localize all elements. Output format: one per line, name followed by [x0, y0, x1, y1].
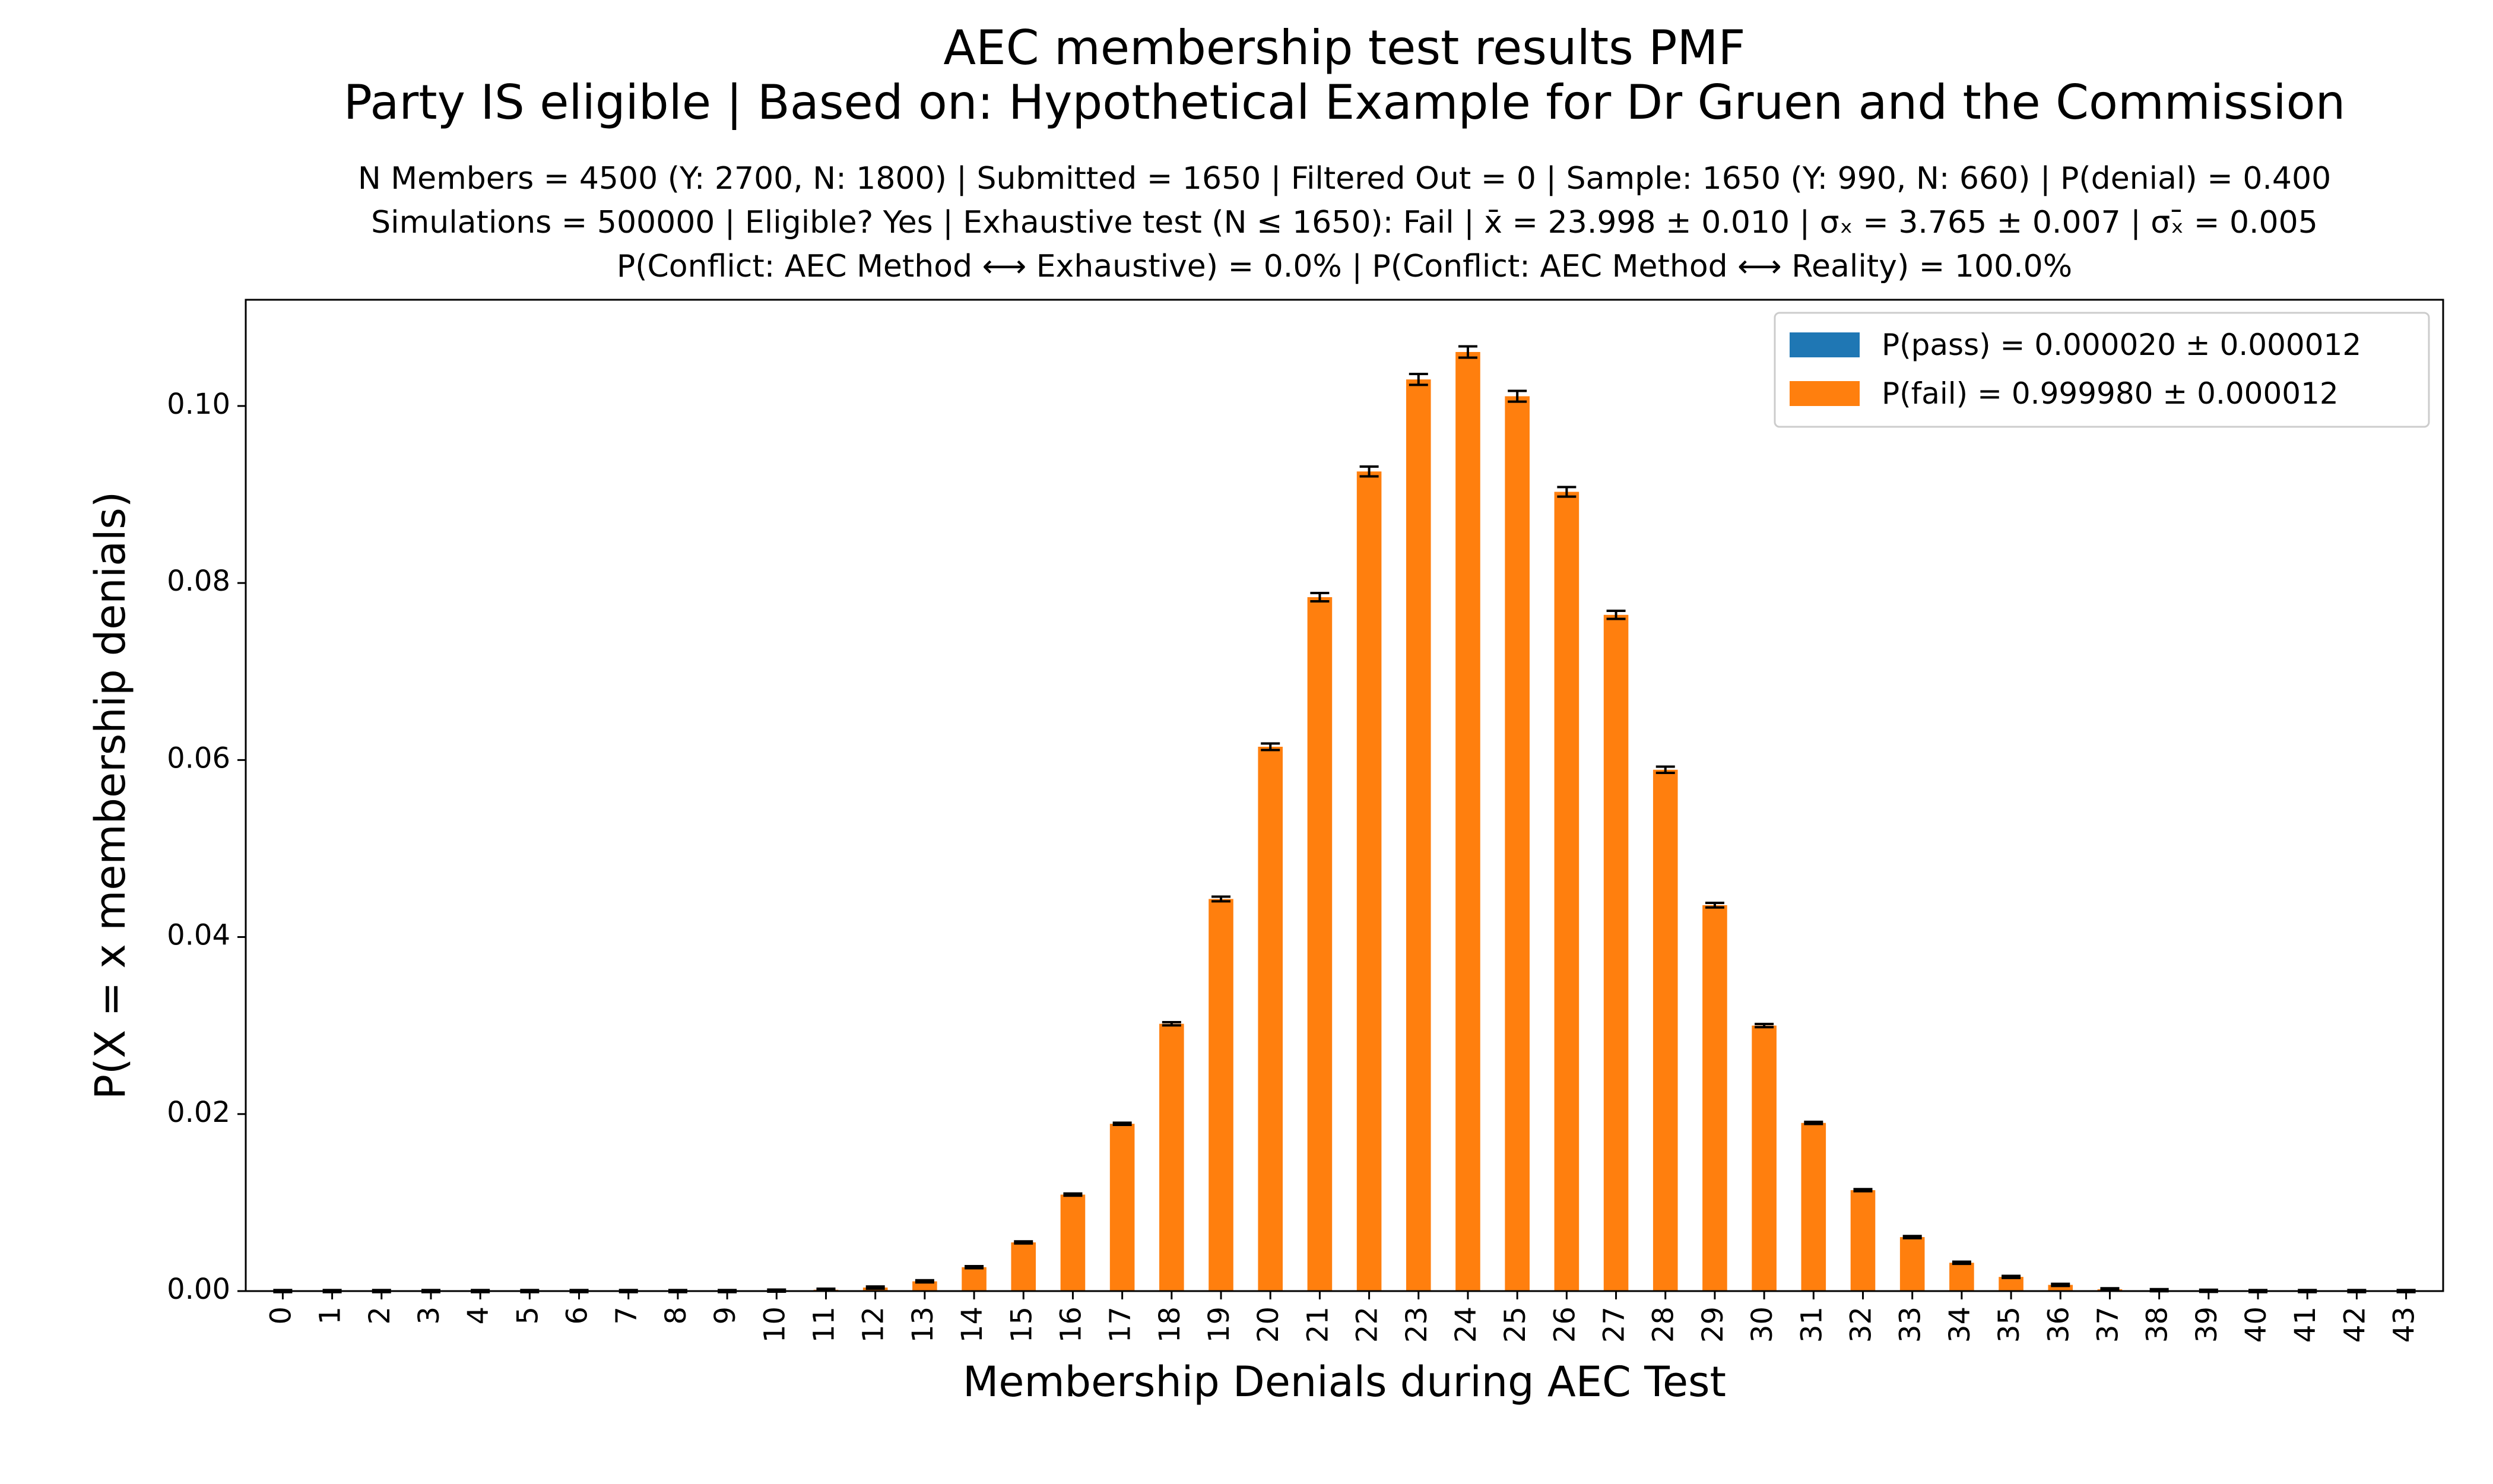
bar-fail-16 — [1060, 1194, 1086, 1291]
chart-title-line1: AEC membership test results PMF — [943, 20, 1745, 75]
x-tick-label-6: 6 — [561, 1307, 594, 1325]
bar-fail-33 — [1899, 1237, 1925, 1291]
bar-fail-20 — [1258, 746, 1283, 1291]
x-tick-label-13: 13 — [906, 1307, 940, 1343]
y-axis-label: P(X = x membership denials) — [86, 492, 135, 1099]
x-tick-label-34: 34 — [1943, 1307, 1977, 1343]
x-tick-label-32: 32 — [1845, 1307, 1878, 1343]
chart-title-line2: Party IS eligible | Based on: Hypothetic… — [344, 75, 2346, 131]
bar-fail-17 — [1109, 1124, 1135, 1291]
x-tick-label-16: 16 — [1054, 1307, 1087, 1343]
y-tick-label-0.00: 0.00 — [167, 1273, 230, 1306]
legend-label-pass: P(pass) = 0.000020 ± 0.000012 — [1882, 328, 2361, 362]
x-tick-label-31: 31 — [1795, 1307, 1828, 1343]
bar-fail-26 — [1554, 492, 1579, 1291]
x-tick-label-1: 1 — [314, 1307, 347, 1325]
bar-fail-24 — [1455, 351, 1480, 1292]
x-tick-label-41: 41 — [2289, 1307, 2322, 1343]
x-tick-label-3: 3 — [413, 1307, 446, 1325]
x-tick-label-7: 7 — [610, 1307, 643, 1325]
x-tick-label-22: 22 — [1351, 1307, 1384, 1343]
x-tick-label-8: 8 — [659, 1307, 693, 1325]
x-tick-label-0: 0 — [264, 1307, 297, 1325]
x-tick-label-15: 15 — [1005, 1307, 1038, 1343]
bar-fail-34 — [1949, 1263, 1974, 1291]
x-tick-label-35: 35 — [1993, 1307, 2026, 1343]
x-tick-label-38: 38 — [2141, 1307, 2174, 1343]
bar-fail-22 — [1356, 471, 1382, 1292]
x-tick-label-33: 33 — [1894, 1307, 1927, 1343]
bar-fail-35 — [1999, 1277, 2023, 1291]
bar-fail-18 — [1159, 1023, 1184, 1291]
x-tick-label-12: 12 — [857, 1307, 890, 1343]
y-tick-label-0.08: 0.08 — [167, 565, 230, 598]
x-tick-label-19: 19 — [1203, 1307, 1236, 1343]
legend-label-fail: P(fail) = 0.999980 ± 0.000012 — [1882, 376, 2339, 411]
bar-fail-32 — [1850, 1190, 1876, 1291]
bar-fail-28 — [1653, 769, 1678, 1291]
bar-fail-15 — [1011, 1242, 1036, 1291]
x-tick-label-28: 28 — [1647, 1307, 1680, 1343]
x-tick-label-4: 4 — [462, 1307, 495, 1325]
x-tick-label-29: 29 — [1696, 1307, 1730, 1343]
x-tick-label-18: 18 — [1153, 1307, 1187, 1343]
x-tick-label-21: 21 — [1301, 1307, 1334, 1343]
y-tick-label-0.04: 0.04 — [167, 919, 230, 952]
legend-swatch-pass — [1790, 332, 1860, 357]
bar-fail-21 — [1307, 597, 1333, 1291]
x-tick-label-43: 43 — [2388, 1307, 2421, 1343]
x-tick-label-9: 9 — [709, 1307, 742, 1325]
x-tick-label-14: 14 — [956, 1307, 989, 1343]
chart-info-line2: Simulations = 500000 | Eligible? Yes | E… — [371, 205, 2318, 240]
bar-fail-23 — [1406, 379, 1431, 1291]
x-tick-label-23: 23 — [1400, 1307, 1433, 1343]
y-tick-label-0.06: 0.06 — [167, 741, 230, 775]
bar-fail-19 — [1209, 899, 1233, 1291]
x-tick-label-2: 2 — [363, 1307, 397, 1325]
x-tick-label-24: 24 — [1450, 1307, 1483, 1343]
bar-fail-27 — [1603, 614, 1629, 1291]
bar-fail-14 — [962, 1267, 987, 1291]
bar-fail-30 — [1752, 1025, 1777, 1291]
chart-info-line1: N Members = 4500 (Y: 2700, N: 1800) | Su… — [358, 161, 2331, 196]
bar-fail-13 — [912, 1281, 937, 1291]
legend-swatch-fail — [1790, 381, 1860, 406]
plot-frame — [245, 299, 2444, 1292]
x-tick-label-30: 30 — [1746, 1307, 1779, 1343]
chart-info-line3: P(Conflict: AEC Method ⟷ Exhaustive) = 0… — [617, 249, 2072, 284]
bar-fail-36 — [2048, 1285, 2073, 1291]
x-tick-label-39: 39 — [2190, 1307, 2224, 1343]
x-tick-label-36: 36 — [2042, 1307, 2075, 1343]
legend-frame — [1774, 312, 2430, 428]
bar-fail-25 — [1505, 396, 1530, 1291]
x-tick-label-10: 10 — [758, 1307, 791, 1343]
y-tick-label-0.02: 0.02 — [167, 1096, 230, 1129]
bar-fail-29 — [1702, 905, 1727, 1291]
x-tick-label-11: 11 — [807, 1307, 840, 1343]
y-tick-label-0.10: 0.10 — [167, 388, 230, 421]
bar-fail-31 — [1801, 1122, 1826, 1291]
x-tick-label-5: 5 — [511, 1307, 544, 1325]
x-tick-label-20: 20 — [1252, 1307, 1285, 1343]
legend: P(pass) = 0.000020 ± 0.000012 P(fail) = … — [1774, 312, 2430, 428]
x-tick-label-42: 42 — [2338, 1307, 2371, 1343]
x-tick-label-25: 25 — [1499, 1307, 1532, 1343]
x-tick-label-40: 40 — [2240, 1307, 2273, 1343]
plot-area: 0 1 2 3 4 5 6 7 8 9 10 11 12 13 14 15 16 17 18 19 20 21 22 23 24… — [167, 345, 2421, 1343]
x-tick-label-17: 17 — [1104, 1307, 1137, 1343]
x-tick-label-27: 27 — [1598, 1307, 1631, 1343]
x-tick-label-37: 37 — [2091, 1307, 2124, 1343]
x-axis-label: Membership Denials during AEC Test — [963, 1358, 1726, 1406]
x-tick-label-26: 26 — [1548, 1307, 1581, 1343]
